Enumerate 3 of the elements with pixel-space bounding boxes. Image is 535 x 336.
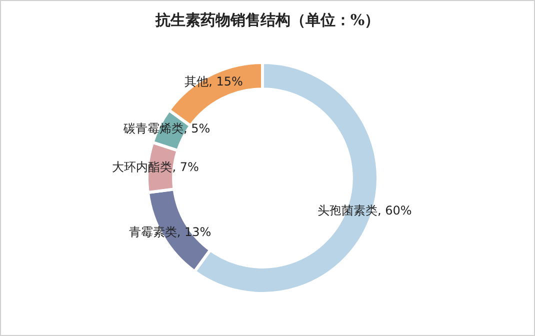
- chart-title: 抗生素药物销售结构（单位：%）: [154, 11, 381, 30]
- slice-label: 大环内酯类, 7%: [112, 160, 199, 174]
- slice-label: 头孢菌素类, 60%: [318, 203, 412, 218]
